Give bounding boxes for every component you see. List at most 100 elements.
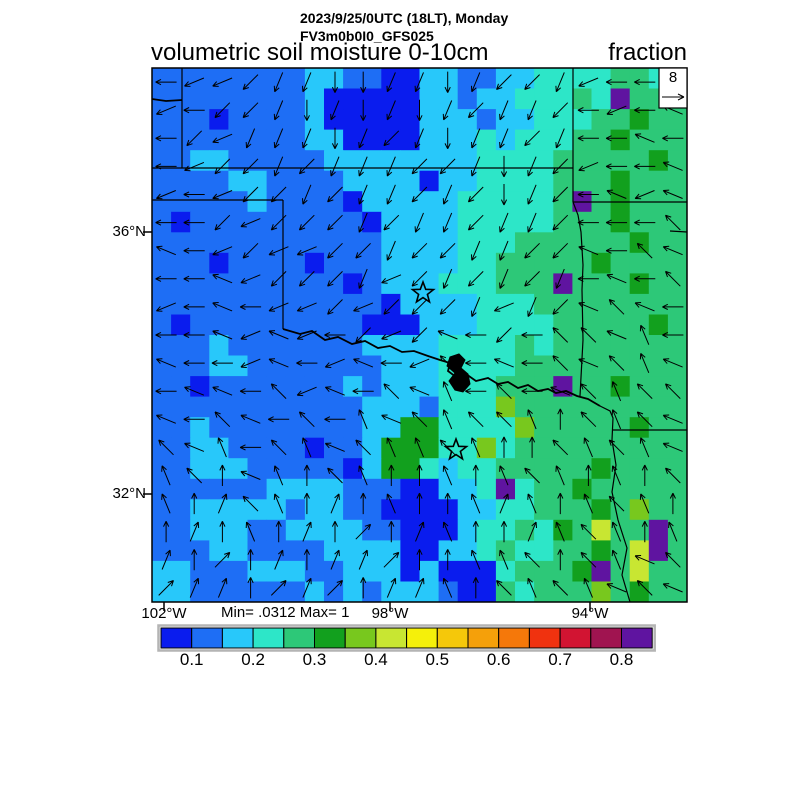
moisture-cell	[515, 68, 535, 89]
wind-arrow	[527, 493, 537, 514]
wind-arrow	[219, 520, 226, 543]
moisture-cell	[667, 396, 687, 418]
moisture-cell	[324, 355, 344, 377]
moisture-cell	[648, 232, 669, 254]
moisture-cell	[381, 129, 401, 151]
moisture-cell	[419, 437, 440, 459]
wind-arrow	[388, 464, 395, 486]
moisture-cell	[362, 396, 382, 418]
moisture-cell	[285, 191, 306, 213]
moisture-cell	[400, 129, 420, 151]
moisture-cell	[419, 211, 440, 233]
moisture-cell	[629, 170, 650, 192]
moisture-cell	[152, 376, 172, 398]
moisture-cell	[648, 252, 669, 274]
moisture-cell	[266, 478, 287, 500]
moisture-cell	[266, 252, 287, 274]
wind-arrow	[552, 158, 569, 175]
moisture-cell	[515, 129, 535, 151]
moisture-cell	[362, 437, 382, 459]
wind-arrow	[465, 331, 487, 339]
moisture-cell	[438, 170, 459, 192]
moisture-cell	[534, 478, 554, 500]
wind-arrow	[270, 439, 287, 456]
moisture-cell	[591, 109, 612, 131]
moisture-cell	[362, 252, 382, 274]
moisture-cell	[247, 232, 268, 254]
moisture-cell	[304, 273, 325, 295]
wind-arrow	[499, 493, 509, 514]
wind-arrow	[496, 327, 512, 343]
wind-arrow	[270, 271, 287, 287]
moisture-cell	[285, 478, 306, 500]
state-border	[599, 405, 631, 602]
moisture-cell	[495, 335, 516, 356]
moisture-cell	[228, 581, 248, 602]
reference-vector-arrow	[662, 93, 685, 101]
wind-arrow	[381, 330, 402, 340]
moisture-cell	[324, 109, 344, 131]
wind-arrow	[521, 331, 543, 339]
moisture-cell	[476, 376, 497, 398]
wind-arrow	[302, 521, 312, 542]
wind-arrow	[242, 102, 259, 119]
moisture-cell	[648, 376, 669, 398]
moisture-cell	[476, 355, 497, 377]
moisture-cell	[534, 191, 554, 213]
moisture-cell	[457, 581, 478, 602]
wind-arrow	[634, 555, 655, 565]
wind-arrow	[665, 467, 681, 484]
moisture-cell	[591, 581, 612, 602]
moisture-cell	[476, 540, 497, 562]
moisture-cell	[457, 109, 478, 131]
moisture-cell	[438, 560, 459, 582]
moisture-cell	[515, 273, 535, 295]
moisture-cell	[610, 68, 631, 89]
moisture-cell	[152, 437, 172, 459]
moisture-cell	[419, 458, 440, 480]
wind-arrow	[500, 184, 508, 206]
moisture-cell	[553, 211, 573, 233]
wind-arrow	[217, 577, 228, 598]
moisture-cell	[209, 376, 229, 398]
moisture-cell	[534, 417, 554, 439]
moisture-cell	[438, 232, 459, 254]
moisture-cell	[343, 540, 363, 562]
moisture-cell	[419, 232, 440, 254]
moisture-cell	[381, 581, 401, 602]
moisture-cell	[457, 396, 478, 418]
wind-arrow	[212, 246, 233, 256]
moisture-cell	[304, 581, 325, 602]
wind-arrow	[155, 78, 177, 86]
wind-arrow	[383, 551, 400, 568]
wind-arrow	[155, 388, 177, 395]
moisture-cell	[495, 499, 516, 521]
wind-arrow	[327, 580, 343, 596]
moisture-cell	[534, 540, 554, 562]
moisture-cell	[343, 499, 363, 521]
moisture-cell	[553, 109, 573, 131]
moisture-cell	[324, 191, 344, 213]
moisture-cell	[400, 314, 420, 336]
wind-arrow	[439, 158, 456, 175]
moisture-cell	[247, 581, 268, 602]
moisture-cell	[553, 499, 573, 521]
wind-arrow	[414, 72, 424, 93]
moisture-cell	[495, 88, 516, 110]
moisture-cell	[285, 68, 306, 89]
wind-arrow	[331, 520, 339, 543]
wind-arrow	[302, 437, 312, 458]
moisture-cell	[304, 88, 325, 110]
moisture-cell	[591, 252, 612, 274]
moisture-cell	[629, 129, 650, 151]
moisture-cell	[495, 109, 516, 131]
moisture-cell	[343, 129, 363, 151]
moisture-cell	[591, 540, 612, 562]
moisture-cell	[209, 355, 229, 377]
moisture-cell	[362, 150, 382, 172]
moisture-cell	[610, 273, 631, 295]
moisture-cell	[190, 191, 210, 213]
colorbar-segment	[528, 627, 561, 649]
moisture-cell	[515, 540, 535, 562]
